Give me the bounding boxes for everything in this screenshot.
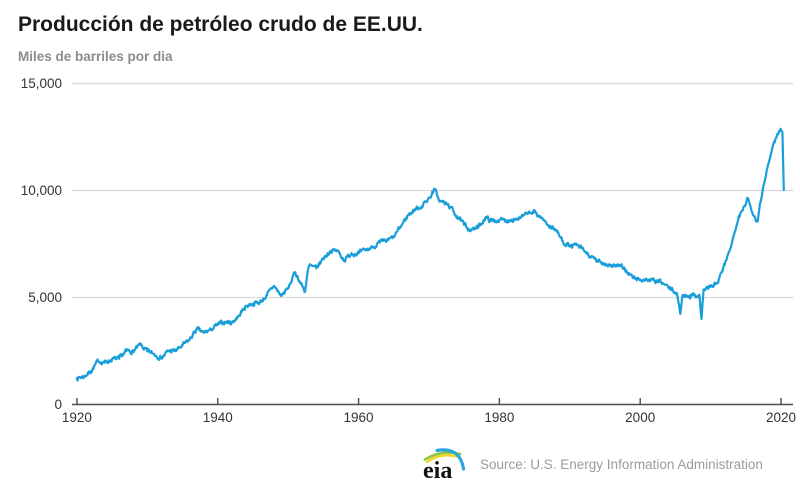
chart-unit-label: Miles de barriles por dia xyxy=(18,49,173,64)
y-axis-label-5000: 5,000 xyxy=(28,290,62,305)
production-line-chart: 0 5,000 10,000 15,000 1920 1940 1960 1980 2000 20… xyxy=(21,76,796,425)
x-axis-label-2000: 2000 xyxy=(625,410,655,425)
x-axis-label-1980: 1980 xyxy=(484,410,514,425)
x-axis-label-1920: 1920 xyxy=(62,410,92,425)
y-axis-label-10000: 10,000 xyxy=(21,183,62,198)
production-line xyxy=(75,127,785,382)
source-attribution: Source: U.S. Energy Information Administ… xyxy=(480,456,763,472)
x-axis-label-2020: 2020 xyxy=(766,410,796,425)
eia-logo-icon: eia xyxy=(423,448,466,483)
y-axis-label-15000: 15,000 xyxy=(21,76,62,91)
y-axis-label-0: 0 xyxy=(54,397,62,412)
x-axis-label-1960: 1960 xyxy=(344,410,374,425)
eia-logo-text: eia xyxy=(423,458,452,483)
chart-footer: eia Source: U.S. Energy Information Admi… xyxy=(420,444,763,484)
x-axis-label-1940: 1940 xyxy=(203,410,233,425)
chart-title: Producción de petróleo crudo de EE.UU. xyxy=(18,13,423,36)
